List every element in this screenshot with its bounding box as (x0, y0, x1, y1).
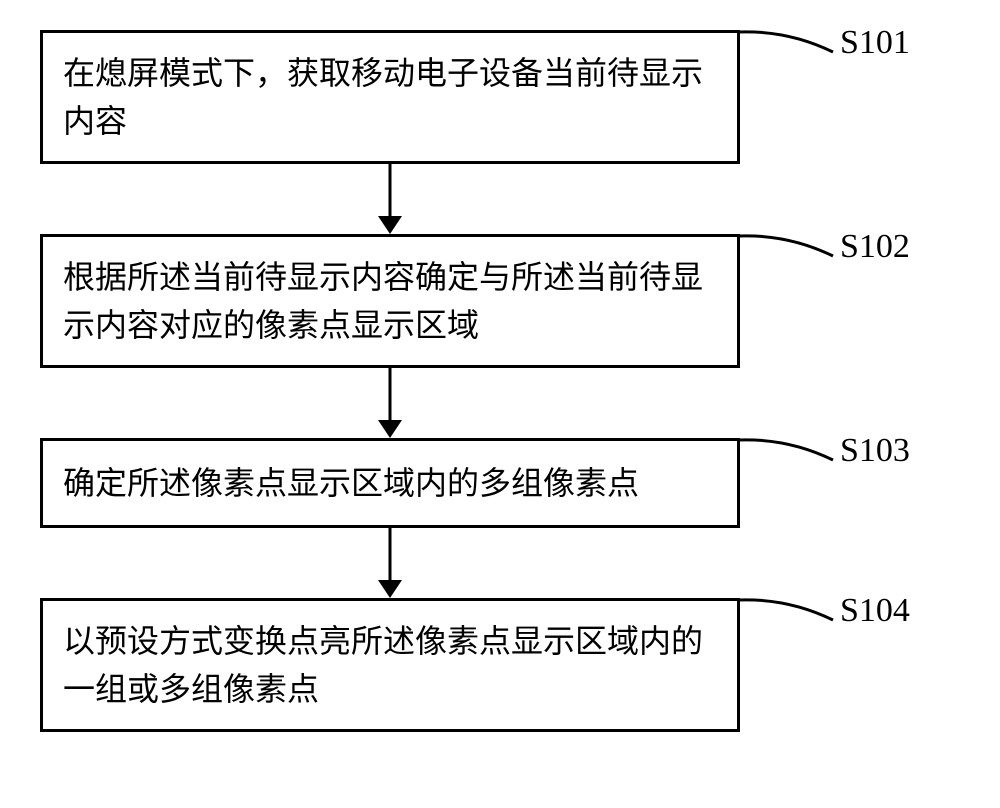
flow-box-text: 确定所述像素点显示区域内的多组像素点 (63, 459, 639, 507)
flow-step-s101: 在熄屏模式下，获取移动电子设备当前待显示内容S101 (40, 30, 960, 164)
flow-box: 根据所述当前待显示内容确定与所述当前待显示内容对应的像素点显示区域 (40, 234, 740, 368)
flow-step-s103: 确定所述像素点显示区域内的多组像素点S103 (40, 438, 960, 528)
flow-arrow (40, 164, 740, 234)
flow-box-text: 以预设方式变换点亮所述像素点显示区域内的一组或多组像素点 (63, 617, 717, 713)
flow-step-s104: 以预设方式变换点亮所述像素点显示区域内的一组或多组像素点S104 (40, 598, 960, 732)
flow-box: 以预设方式变换点亮所述像素点显示区域内的一组或多组像素点 (40, 598, 740, 732)
step-label: S103 (840, 432, 910, 470)
flow-arrow (40, 528, 740, 598)
flow-box-text: 在熄屏模式下，获取移动电子设备当前待显示内容 (63, 49, 717, 145)
step-label: S102 (840, 228, 910, 266)
flow-box: 在熄屏模式下，获取移动电子设备当前待显示内容 (40, 30, 740, 164)
flowchart-container: 在熄屏模式下，获取移动电子设备当前待显示内容S101 根据所述当前待显示内容确定与… (40, 30, 960, 732)
flow-box-text: 根据所述当前待显示内容确定与所述当前待显示内容对应的像素点显示区域 (63, 253, 717, 349)
flow-box: 确定所述像素点显示区域内的多组像素点 (40, 438, 740, 528)
step-label: S104 (840, 592, 910, 630)
flow-step-s102: 根据所述当前待显示内容确定与所述当前待显示内容对应的像素点显示区域S102 (40, 234, 960, 368)
flow-arrow (40, 368, 740, 438)
step-label: S101 (840, 24, 910, 62)
